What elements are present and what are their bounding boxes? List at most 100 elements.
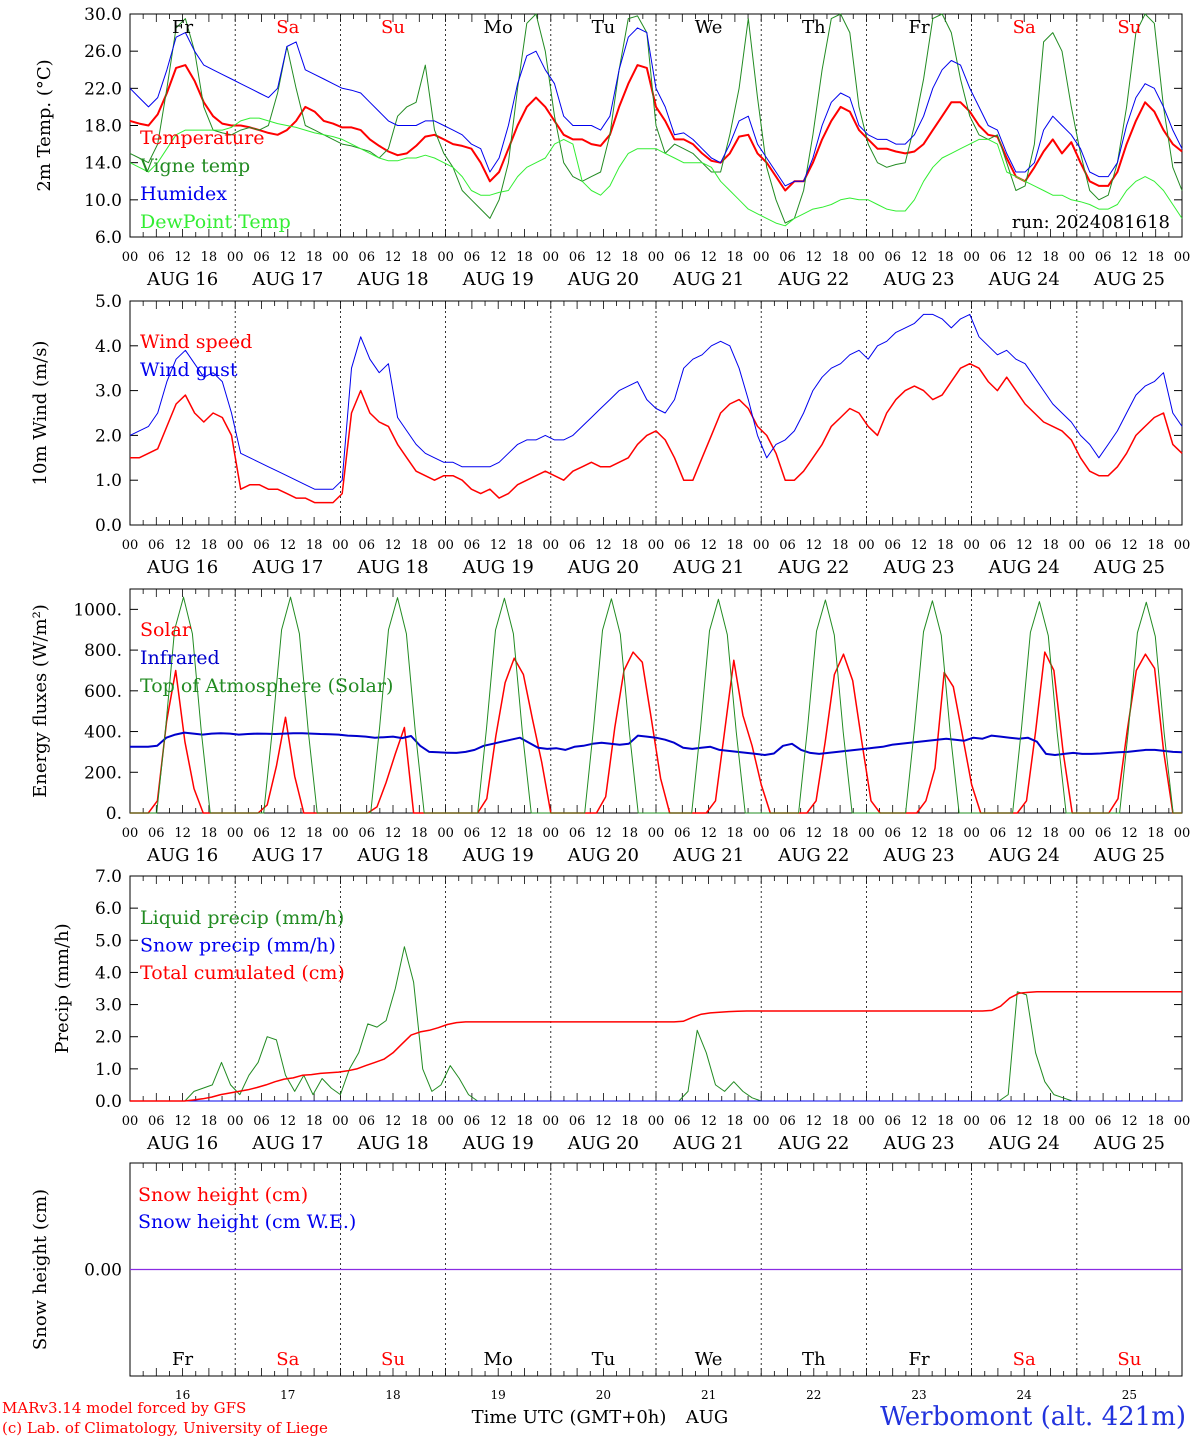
x-date-label: AUG 17 bbox=[251, 1133, 323, 1154]
legend-entry: Infrared bbox=[140, 647, 220, 669]
x-hour-label: 12 bbox=[911, 1114, 928, 1129]
x-hour-label: 18 bbox=[727, 250, 744, 265]
y-tick-label: 1000. bbox=[73, 600, 122, 620]
x-date-label: AUG 19 bbox=[462, 1133, 534, 1154]
x-date-label: AUG 16 bbox=[146, 269, 218, 290]
x-hour-label: 12 bbox=[1016, 250, 1033, 265]
series-line-temperature-3 bbox=[129, 117, 1183, 227]
x-hour-label: 06 bbox=[1095, 1114, 1112, 1129]
x-hour-label: 00 bbox=[648, 250, 665, 265]
x-date-label: AUG 17 bbox=[251, 269, 323, 290]
x-hour-label: 12 bbox=[595, 826, 612, 841]
x-hour-label: 00 bbox=[753, 826, 770, 841]
x-hour-label: 00 bbox=[1069, 250, 1086, 265]
x-date-label: AUG 20 bbox=[567, 557, 639, 578]
weekday-label: Sa bbox=[1013, 1349, 1036, 1370]
x-hour-label: 00 bbox=[332, 538, 349, 553]
weekday-label: Mo bbox=[484, 1349, 513, 1370]
x-hour-label: 18 bbox=[937, 826, 954, 841]
legend-entry: Total cumulated (cm) bbox=[140, 962, 345, 984]
x-hour-label: 00 bbox=[858, 826, 875, 841]
x-hour-label: 00 bbox=[648, 826, 665, 841]
y-axis-title: 2m Temp. (°C) bbox=[34, 59, 55, 191]
legend-entry: Temperature bbox=[140, 127, 264, 149]
x-hour-label: 18 bbox=[937, 538, 954, 553]
x-hour-label: 06 bbox=[990, 250, 1007, 265]
weekday-label: Fr bbox=[908, 17, 929, 38]
x-hour-label: 18 bbox=[201, 250, 218, 265]
y-tick-label: 5.0 bbox=[95, 292, 122, 312]
x-hour-label: 18 bbox=[201, 1114, 218, 1129]
x-hour-label: 12 bbox=[806, 826, 823, 841]
x-hour-label: 00 bbox=[227, 250, 244, 265]
x-hour-label: 00 bbox=[858, 250, 875, 265]
weekday-label: Th bbox=[802, 1349, 826, 1370]
series-line-wind-1 bbox=[129, 313, 1183, 490]
x-hour-label: 18 bbox=[621, 250, 638, 265]
x-hour-label: 00 bbox=[1069, 1114, 1086, 1129]
x-hour-label: 12 bbox=[385, 1114, 402, 1129]
x-date-label: AUG 24 bbox=[988, 845, 1060, 866]
x-date-label: AUG 18 bbox=[356, 269, 428, 290]
x-date-label: AUG 25 bbox=[1093, 269, 1165, 290]
x-hour-label: 12 bbox=[595, 250, 612, 265]
x-hour-label: 12 bbox=[595, 1114, 612, 1129]
weekday-label: We bbox=[695, 1349, 723, 1370]
weekday-label: Fr bbox=[908, 1349, 929, 1370]
x-hour-label: 00 bbox=[543, 250, 560, 265]
x-date-label: AUG 20 bbox=[567, 1133, 639, 1154]
legend-entry: Vigne temp bbox=[139, 155, 250, 177]
x-hour-label: 18 bbox=[411, 826, 428, 841]
y-tick-label: 7.0 bbox=[95, 867, 122, 887]
x-hour-label: 12 bbox=[1121, 1114, 1138, 1129]
x-hour-label: 06 bbox=[990, 826, 1007, 841]
x-hour-label: 00 bbox=[753, 1114, 770, 1129]
x-hour-label: 06 bbox=[674, 826, 691, 841]
x-hour-label: 00 bbox=[227, 1114, 244, 1129]
y-tick-label: 0. bbox=[106, 804, 122, 824]
x-date-label: AUG 16 bbox=[146, 557, 218, 578]
y-tick-label: 6.0 bbox=[95, 899, 122, 919]
x-hour-label: 00 bbox=[543, 538, 560, 553]
y-tick-label: 1.0 bbox=[95, 1060, 122, 1080]
x-axis-title: Time UTC (GMT+0h) bbox=[472, 1407, 667, 1428]
x-hour-label: 06 bbox=[674, 250, 691, 265]
x-hour-label: 00 bbox=[858, 538, 875, 553]
x-date-label: AUG 19 bbox=[462, 557, 534, 578]
x-hour-label: 06 bbox=[253, 826, 270, 841]
x-date-label: AUG 17 bbox=[251, 557, 323, 578]
y-tick-label: 2.0 bbox=[95, 426, 122, 446]
x-hour-label: 06 bbox=[990, 1114, 1007, 1129]
x-hour-label: 00 bbox=[332, 250, 349, 265]
series-line-energy-1 bbox=[130, 731, 1183, 756]
x-hour-label: 18 bbox=[621, 826, 638, 841]
x-date-label: AUG 23 bbox=[882, 269, 954, 290]
day-number-label: 24 bbox=[1017, 1388, 1033, 1402]
x-date-label: AUG 22 bbox=[777, 845, 849, 866]
x-hour-label: 06 bbox=[358, 538, 375, 553]
y-tick-label: 30.0 bbox=[84, 5, 122, 25]
x-hour-label: 18 bbox=[1147, 1114, 1164, 1129]
x-hour-label: 18 bbox=[306, 826, 323, 841]
x-date-label: AUG 16 bbox=[146, 845, 218, 866]
x-hour-label: 12 bbox=[806, 250, 823, 265]
x-date-label: AUG 19 bbox=[462, 845, 534, 866]
x-hour-label: 06 bbox=[569, 826, 586, 841]
weekday-label: Sa bbox=[1013, 17, 1036, 38]
x-hour-label: 12 bbox=[174, 250, 191, 265]
x-hour-label: 00 bbox=[122, 1114, 139, 1129]
x-hour-label: 00 bbox=[1069, 826, 1086, 841]
day-number-label: 22 bbox=[806, 1388, 821, 1402]
x-hour-label: 00 bbox=[332, 826, 349, 841]
day-number-label: 20 bbox=[596, 1388, 611, 1402]
x-hour-label: 12 bbox=[385, 826, 402, 841]
x-hour-label: 18 bbox=[201, 826, 218, 841]
x-hour-label: 06 bbox=[884, 538, 901, 553]
x-hour-label: 12 bbox=[1016, 1114, 1033, 1129]
x-axis-month: AUG bbox=[685, 1407, 729, 1428]
legend-entry: Wind gust bbox=[140, 359, 238, 381]
x-hour-label: 00 bbox=[332, 1114, 349, 1129]
day-number-label: 21 bbox=[701, 1388, 716, 1402]
x-hour-label: 12 bbox=[1121, 826, 1138, 841]
x-hour-label: 06 bbox=[674, 1114, 691, 1129]
